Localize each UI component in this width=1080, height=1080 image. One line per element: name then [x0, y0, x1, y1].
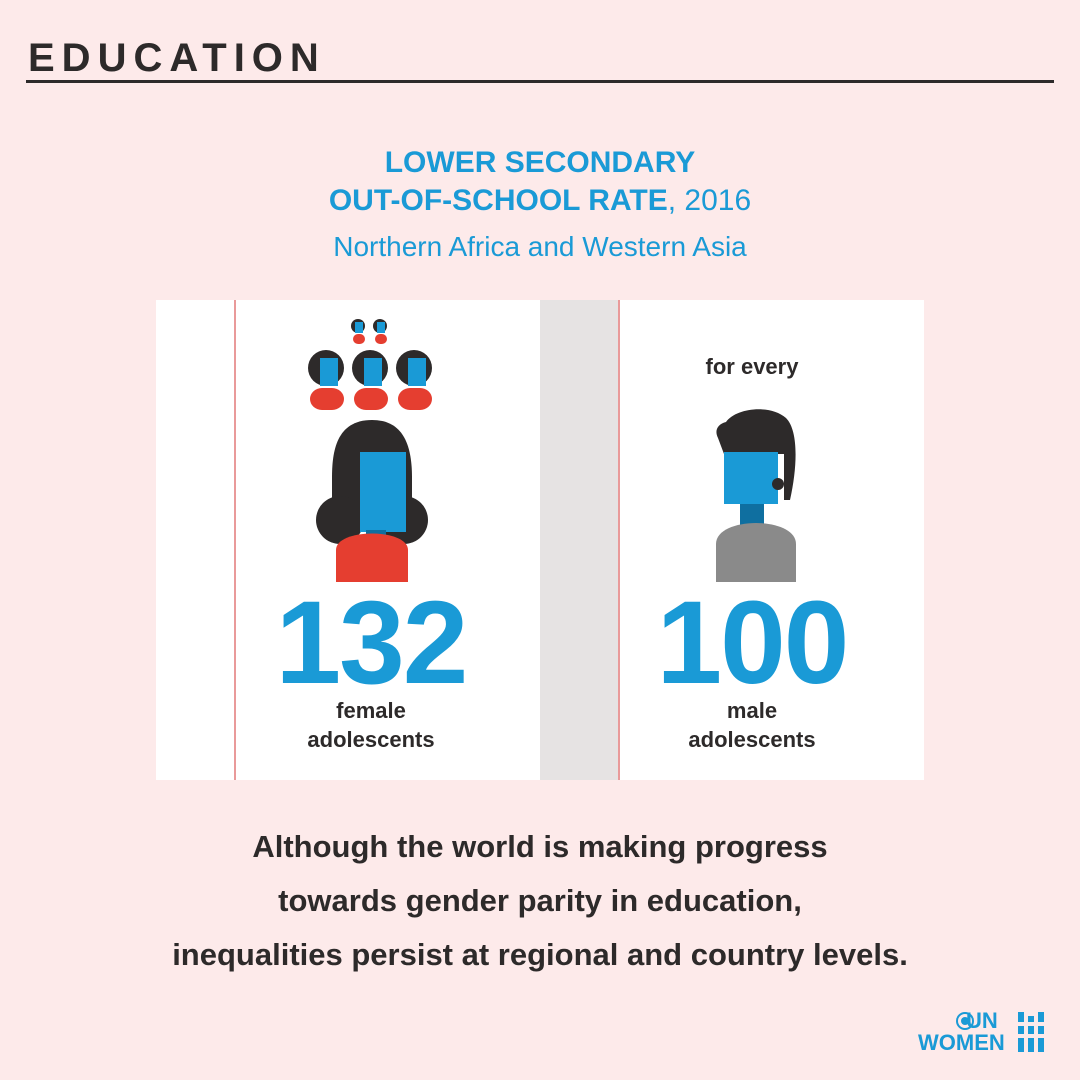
- chart-subtitle: Northern Africa and Western Asia: [333, 231, 747, 262]
- chart-title-bold: OUT-OF-SCHOOL RATE: [328, 184, 668, 217]
- male-value: 100: [656, 577, 850, 709]
- tiny-female-icon-1: [351, 319, 365, 344]
- male-label-line1: male: [726, 698, 778, 723]
- chart-title-line2: OUT-OF-SCHOOL RATE, 2016: [0, 182, 1080, 220]
- chart-title-year: , 2016: [667, 184, 752, 217]
- logo-text-women: WOMEN: [918, 1030, 1005, 1055]
- footer-line2: towards gender parity in education,: [278, 883, 802, 918]
- female-label-line2: adolescents: [307, 727, 435, 752]
- page-title: EDUCATION: [28, 36, 326, 80]
- small-female-icon-2: [352, 350, 388, 410]
- footer-line3: inequalities persist at regional and cou…: [172, 937, 908, 972]
- small-female-icon-1: [308, 350, 344, 410]
- notebook-spine: [540, 300, 620, 780]
- small-female-icon-3: [396, 350, 432, 410]
- footer-statement: Although the world is making progress to…: [0, 820, 1080, 982]
- header-divider: [26, 80, 1054, 83]
- chart-title-line1: LOWER SECONDARY: [384, 146, 696, 179]
- venus-symbol-icon: [1016, 1012, 1048, 1052]
- large-male-icon: [716, 409, 796, 582]
- male-label-line2: adolescents: [688, 727, 816, 752]
- female-label: female adolescents: [251, 696, 491, 754]
- connector-text: for every: [705, 354, 799, 379]
- logo-text-un: UN: [966, 1008, 998, 1033]
- un-emblem-icon: [956, 1012, 974, 1030]
- un-women-logo: UN WOMEN: [918, 1008, 1058, 1056]
- male-label: male adolescents: [632, 696, 872, 754]
- large-female-icon: [316, 420, 428, 582]
- notebook-illustration: for every 132 100 female adolescents mal…: [156, 300, 924, 780]
- right-margin-line: [618, 300, 620, 780]
- female-label-line1: female: [336, 698, 406, 723]
- female-value: 132: [275, 577, 469, 709]
- left-margin-line: [234, 300, 236, 780]
- chart-title-block: LOWER SECONDARY OUT-OF-SCHOOL RATE, 2016…: [0, 144, 1080, 266]
- tiny-female-icon-2: [373, 319, 387, 344]
- footer-line1: Although the world is making progress: [252, 829, 828, 864]
- small-female-icons: [308, 319, 432, 410]
